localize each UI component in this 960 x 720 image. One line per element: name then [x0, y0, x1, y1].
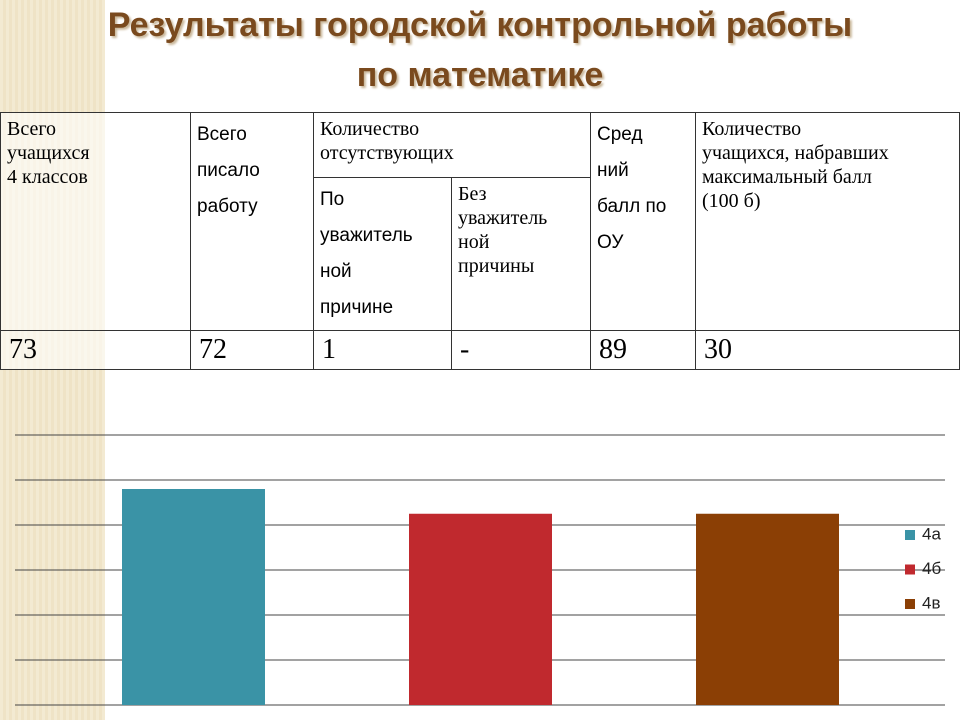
data-row: 73 72 1 - 89 30 [0, 330, 960, 370]
header-row: Всего учащихся 4 классов Всего писало ра… [0, 112, 960, 331]
header-cell: Количество отсутствующих [313, 112, 591, 178]
header-cell: Сред ний балл по ОУ [590, 112, 696, 331]
header-cell: Всего писало работу [190, 112, 314, 331]
subheader-row: По уважитель ной причине Без уважитель н… [1, 177, 960, 331]
bar [696, 513, 839, 705]
cell: 1 [313, 330, 452, 370]
results-table: Всего учащихся 4 классов Всего писало ра… [0, 112, 960, 370]
header-cell: Всего учащихся 4 классов [0, 112, 191, 331]
title: Результаты городской контрольной работы … [107, 6, 853, 94]
cell: 30 [695, 330, 960, 370]
subheader-cell: Без уважитель ной причины [451, 177, 591, 331]
subheader-cell: По уважитель ной причине [313, 177, 452, 331]
bar [409, 513, 552, 705]
legend-label: 4б [922, 559, 941, 578]
legend-label: 4а [922, 524, 941, 543]
header-cell: Количество учащихся, набравших максималь… [695, 112, 960, 331]
cell: 89 [590, 330, 696, 370]
legend-swatch [905, 599, 915, 609]
cell: - [451, 330, 591, 370]
legend-label: 4в [922, 593, 941, 612]
cell: 72 [190, 330, 314, 370]
bar [122, 489, 265, 705]
cell: 73 [0, 330, 191, 370]
legend-swatch [905, 530, 915, 540]
chart: 4а 4б 4в [15, 434, 945, 706]
legend-swatch [905, 564, 915, 575]
